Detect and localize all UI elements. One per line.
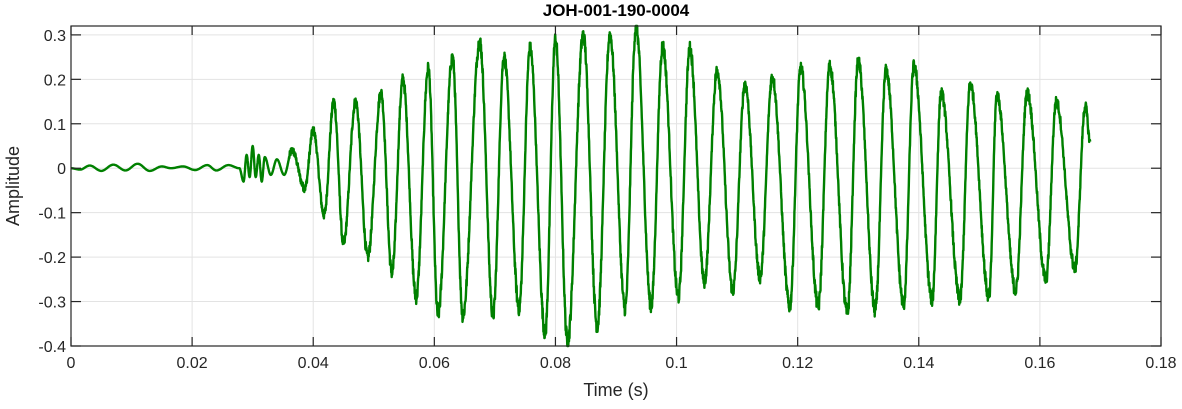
x-tick-label: 0.02	[177, 355, 208, 372]
x-tick-label: 0.08	[540, 355, 571, 372]
series-layer	[70, 24, 1092, 348]
x-tick-label: 0.18	[1145, 355, 1176, 372]
y-tick-label: -0.2	[38, 250, 66, 267]
y-axis-label: Amplitude	[3, 146, 23, 226]
x-tick-label: 0.12	[782, 355, 813, 372]
waveform-line	[70, 24, 1092, 348]
x-tick-label: 0.06	[419, 355, 450, 372]
x-tick-label: 0.04	[298, 355, 329, 372]
x-tick-label: 0.16	[1024, 355, 1055, 372]
chart-title: JOH-001-190-0004	[543, 1, 690, 20]
y-tick-label: -0.1	[38, 206, 66, 223]
x-tick-label: 0.1	[665, 355, 687, 372]
x-tick-label: 0	[67, 355, 76, 372]
x-axis-label: Time (s)	[583, 380, 648, 400]
y-tick-label: 0	[57, 161, 66, 178]
y-tick-label: 0.1	[44, 117, 66, 134]
axes-box	[70, 25, 1162, 347]
y-tick-label: 0.3	[44, 28, 66, 45]
x-tick-label: 0.14	[903, 355, 934, 372]
ticks-layer: 0 0.02 0.04 0.06 0.08 0.1 0.12 0.14 0.16 0.18 -0.4…	[38, 26, 1177, 372]
plot-background	[71, 26, 1161, 346]
y-tick-label: -0.3	[38, 295, 66, 312]
y-tick-label: -0.4	[38, 339, 66, 356]
y-tick-label: 0.2	[44, 72, 66, 89]
